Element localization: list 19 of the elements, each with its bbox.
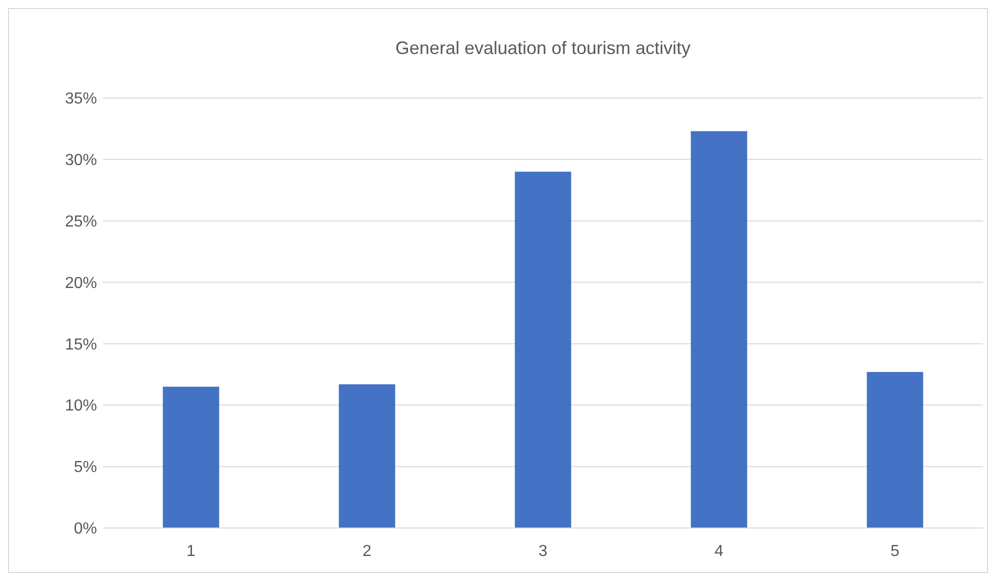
bar: [338, 384, 396, 528]
x-tick-label: 5: [890, 543, 900, 560]
x-tick-label: 1: [186, 543, 196, 560]
chart-title: General evaluation of tourism activity: [395, 38, 691, 58]
x-tick-label: 2: [362, 543, 372, 560]
y-tick-label: 20%: [64, 274, 97, 292]
bar: [866, 372, 924, 528]
y-tick-label: 10%: [64, 398, 97, 415]
bar: [690, 131, 748, 528]
y-tick-label: 5%: [74, 459, 97, 476]
y-tick-label: 25%: [64, 213, 97, 230]
bar: [514, 172, 572, 528]
x-tick-label: 4: [714, 543, 724, 560]
y-tick-label: 0%: [74, 520, 97, 538]
x-tick-label: 3: [538, 543, 548, 560]
y-tick-label: 35%: [64, 90, 97, 108]
y-tick-label: 15%: [64, 336, 97, 354]
bar: [162, 386, 220, 528]
y-tick-label: 30%: [64, 152, 97, 170]
